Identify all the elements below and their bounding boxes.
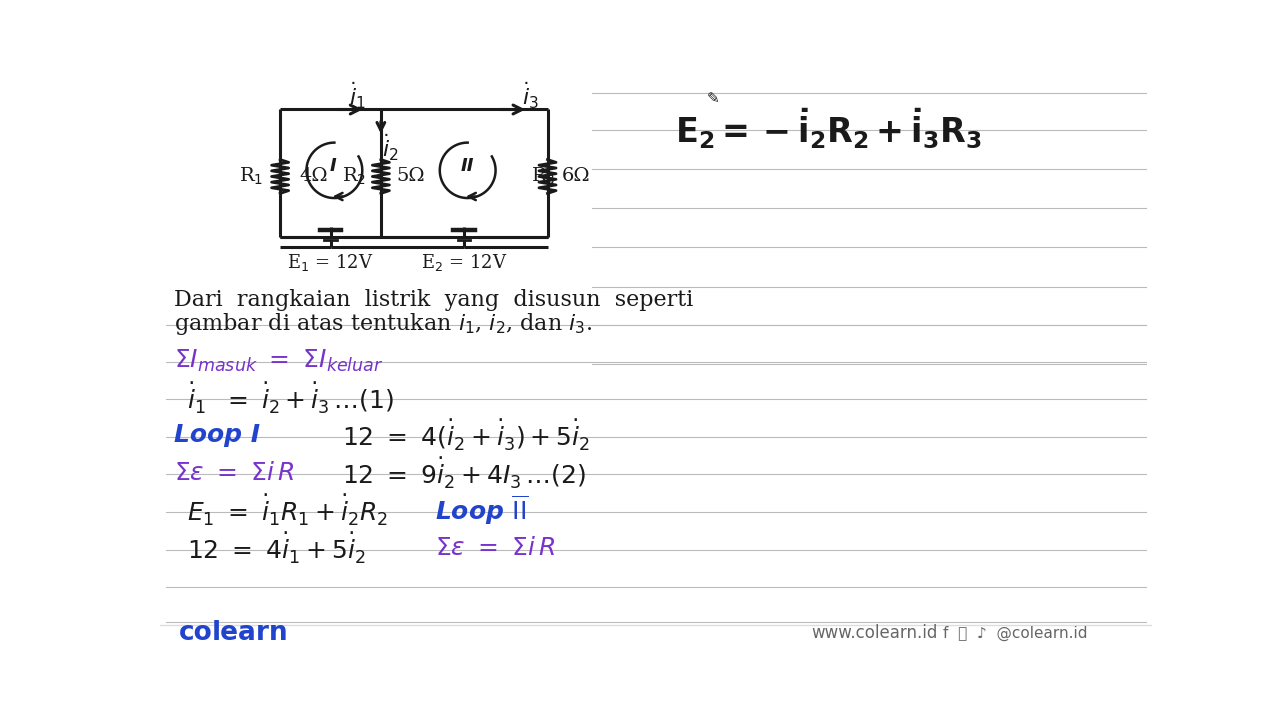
Text: co: co	[179, 620, 214, 646]
Text: $\dot{i}_1$: $\dot{i}_1$	[349, 81, 366, 111]
Text: E$_2$ = 12V: E$_2$ = 12V	[421, 252, 507, 273]
Text: $\dot{i}_3$: $\dot{i}_3$	[522, 81, 539, 111]
Text: f  ⓘ  ♪  @colearn.id: f ⓘ ♪ @colearn.id	[943, 626, 1087, 641]
Text: $12\ =\ 4(\dot{i}_2+\dot{i}_3)+5\dot{i}_2$: $12\ =\ 4(\dot{i}_2+\dot{i}_3)+5\dot{i}_…	[342, 418, 590, 453]
Text: I: I	[329, 158, 337, 176]
Text: Dari  rangkaian  listrik  yang  disusun  seperti: Dari rangkaian listrik yang disusun sepe…	[174, 289, 694, 312]
Text: $\mathit{\Sigma I_{masuk}\ =\ \Sigma I_{keluar}}$: $\mathit{\Sigma I_{masuk}\ =\ \Sigma I_{…	[174, 348, 384, 374]
Text: ✎: ✎	[707, 91, 719, 106]
Text: R$_1$: R$_1$	[238, 166, 262, 187]
Text: $\mathit{\Sigma\varepsilon\ =\ \Sigma i\,R}$: $\mathit{\Sigma\varepsilon\ =\ \Sigma i\…	[174, 461, 294, 485]
Text: $\dot{i}_1\ \ =\ \dot{i}_2 + \dot{i}_3\,\ldots(1)$: $\dot{i}_1\ \ =\ \dot{i}_2 + \dot{i}_3\,…	[187, 381, 394, 416]
Text: $\mathbf{E_2 =-\dot{i}_2 R_2 +\dot{i}_3 R_3}$: $\mathbf{E_2 =-\dot{i}_2 R_2 +\dot{i}_3 …	[676, 107, 982, 150]
Text: $12\ =\ 4\dot{i}_1 + 5\dot{i}_2$: $12\ =\ 4\dot{i}_1 + 5\dot{i}_2$	[187, 531, 366, 566]
Text: Loop $\overline{\rm II}$: Loop $\overline{\rm II}$	[435, 494, 529, 527]
Text: II: II	[461, 158, 475, 176]
Text: 5Ω: 5Ω	[397, 168, 425, 186]
Text: R$_3$: R$_3$	[531, 166, 556, 187]
Text: R$_2$: R$_2$	[342, 166, 366, 187]
Text: E$_1$ = 12V: E$_1$ = 12V	[287, 252, 374, 273]
Text: 4Ω: 4Ω	[300, 168, 328, 186]
Text: $E_1\ =\ \dot{i}_1 R_1 + \dot{i}_2 R_2$: $E_1\ =\ \dot{i}_1 R_1 + \dot{i}_2 R_2$	[187, 493, 388, 528]
Text: Loop I: Loop I	[174, 423, 260, 447]
Text: www.colearn.id: www.colearn.id	[812, 624, 937, 642]
Text: $12\ =\ 9\dot{i}_2 + 4I_3\,\ldots(2)$: $12\ =\ 9\dot{i}_2 + 4I_3\,\ldots(2)$	[342, 455, 586, 490]
Text: $\dot{i}_2$: $\dot{i}_2$	[381, 132, 398, 163]
Text: learn: learn	[212, 620, 288, 646]
Text: 6Ω: 6Ω	[562, 168, 590, 186]
Text: $\mathit{\Sigma\varepsilon\ =\ \Sigma i\,R}$: $\mathit{\Sigma\varepsilon\ =\ \Sigma i\…	[435, 536, 556, 560]
Text: gambar di atas tentukan $i_1$, $i_2$, dan $i_3$.: gambar di atas tentukan $i_1$, $i_2$, da…	[174, 310, 593, 336]
